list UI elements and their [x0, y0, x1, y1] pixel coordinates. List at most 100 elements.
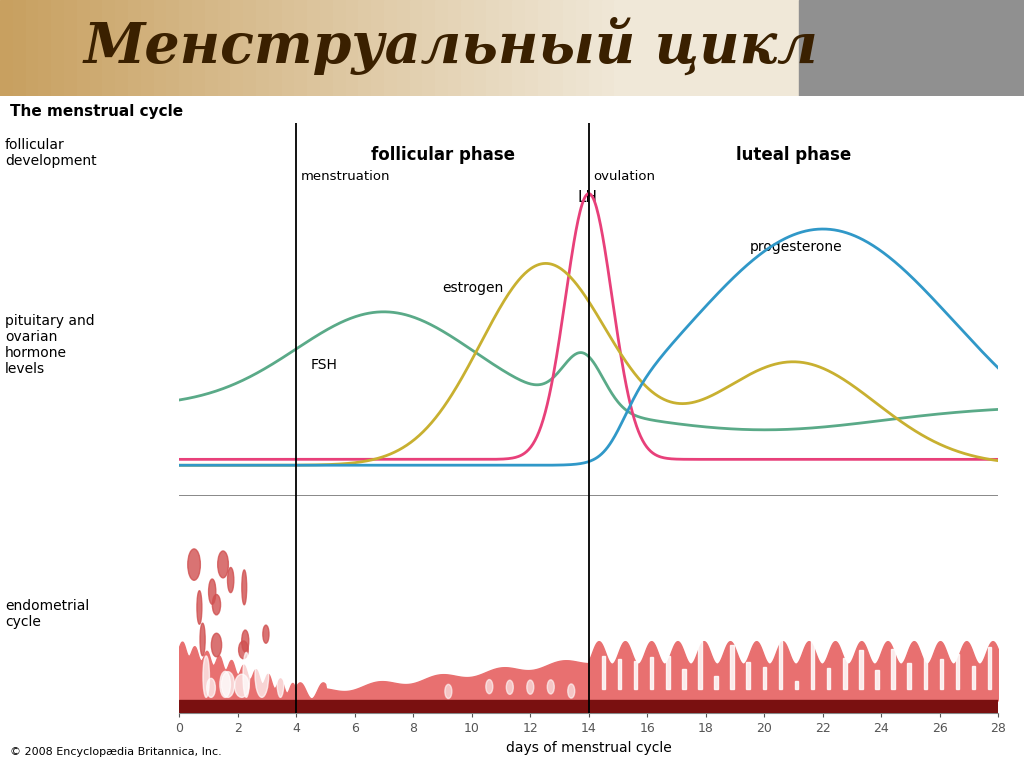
Bar: [154, 0, 166, 96]
Bar: [845, 0, 858, 96]
Ellipse shape: [187, 549, 201, 581]
Bar: [230, 0, 244, 96]
Polygon shape: [666, 656, 670, 689]
Bar: [756, 0, 768, 96]
Bar: [268, 0, 282, 96]
Bar: [397, 0, 410, 96]
Ellipse shape: [211, 634, 221, 657]
Bar: [39, 0, 51, 96]
Text: ovulation: ovulation: [593, 170, 655, 183]
Text: menstruation: menstruation: [301, 170, 390, 183]
Bar: [461, 0, 473, 96]
Text: The menstrual cycle: The menstrual cycle: [10, 104, 183, 119]
Bar: [947, 0, 961, 96]
Bar: [346, 0, 358, 96]
Bar: [831, 0, 845, 96]
Bar: [729, 0, 742, 96]
Ellipse shape: [220, 671, 230, 697]
Text: Менструальный цикл: Менструальный цикл: [83, 17, 818, 75]
Bar: [256, 0, 268, 96]
Bar: [51, 0, 63, 96]
Bar: [934, 0, 947, 96]
Ellipse shape: [218, 551, 228, 578]
Bar: [538, 0, 551, 96]
Bar: [473, 0, 486, 96]
Polygon shape: [827, 668, 830, 689]
Bar: [896, 0, 909, 96]
Bar: [12, 0, 26, 96]
Bar: [870, 0, 883, 96]
Bar: [705, 0, 717, 96]
Bar: [909, 0, 922, 96]
Ellipse shape: [276, 657, 285, 697]
Bar: [179, 0, 193, 96]
Ellipse shape: [239, 641, 248, 659]
Polygon shape: [972, 666, 975, 689]
Bar: [166, 0, 179, 96]
Polygon shape: [955, 654, 959, 689]
Polygon shape: [988, 647, 991, 689]
Text: FSH: FSH: [311, 358, 338, 372]
Polygon shape: [891, 649, 895, 689]
Bar: [193, 0, 205, 96]
Bar: [985, 0, 998, 96]
Bar: [678, 0, 691, 96]
Bar: [358, 0, 371, 96]
Bar: [384, 0, 397, 96]
Bar: [691, 0, 705, 96]
Polygon shape: [698, 641, 701, 689]
Bar: [627, 0, 640, 96]
Ellipse shape: [227, 568, 233, 593]
Bar: [205, 0, 217, 96]
Text: estrogen: estrogen: [442, 281, 504, 295]
Bar: [333, 0, 346, 96]
Bar: [883, 0, 896, 96]
Polygon shape: [715, 676, 718, 689]
Text: LH: LH: [578, 190, 597, 206]
Polygon shape: [650, 657, 653, 689]
Bar: [961, 0, 973, 96]
Bar: [486, 0, 500, 96]
Bar: [512, 0, 524, 96]
Bar: [973, 0, 985, 96]
Ellipse shape: [207, 678, 215, 697]
Bar: [102, 0, 115, 96]
Ellipse shape: [526, 680, 534, 694]
Text: endometrial
cycle: endometrial cycle: [5, 598, 89, 629]
Polygon shape: [859, 650, 862, 689]
Bar: [799, 0, 1024, 96]
Bar: [602, 0, 614, 96]
Ellipse shape: [242, 630, 249, 652]
Bar: [1012, 0, 1024, 96]
Polygon shape: [763, 667, 766, 689]
Bar: [922, 0, 934, 96]
X-axis label: days of menstrual cycle: days of menstrual cycle: [506, 741, 672, 755]
Bar: [422, 0, 435, 96]
Bar: [244, 0, 256, 96]
Bar: [717, 0, 729, 96]
Bar: [26, 0, 39, 96]
Ellipse shape: [234, 674, 249, 697]
Bar: [179, 700, 998, 713]
Text: follicular phase: follicular phase: [371, 146, 514, 164]
Bar: [128, 0, 141, 96]
Bar: [575, 0, 589, 96]
Ellipse shape: [263, 625, 269, 644]
Polygon shape: [940, 659, 943, 689]
Polygon shape: [602, 656, 605, 689]
Bar: [179, 501, 998, 713]
Bar: [410, 0, 422, 96]
Ellipse shape: [567, 684, 574, 698]
Bar: [141, 0, 154, 96]
Polygon shape: [811, 639, 814, 689]
Bar: [282, 0, 295, 96]
Bar: [295, 0, 307, 96]
Bar: [449, 0, 461, 96]
Text: follicular
development: follicular development: [5, 138, 96, 169]
Bar: [807, 0, 819, 96]
Polygon shape: [778, 639, 782, 689]
Bar: [524, 0, 538, 96]
Ellipse shape: [209, 579, 216, 604]
Ellipse shape: [197, 591, 202, 624]
Bar: [63, 0, 77, 96]
